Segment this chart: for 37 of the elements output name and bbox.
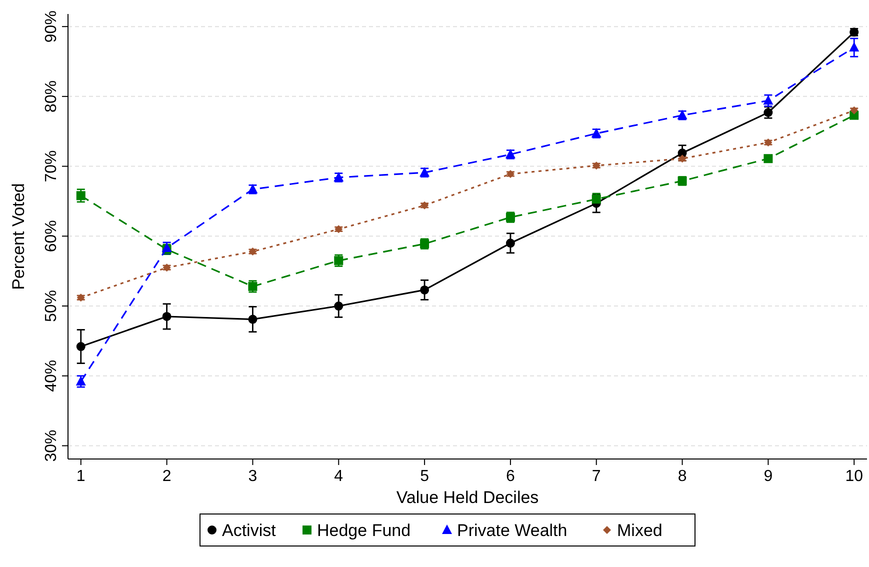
point [76,191,86,200]
point [506,238,515,248]
point [764,154,773,164]
x-tick-label: 1 [76,468,86,485]
x-tick-label: 2 [162,468,172,485]
x-tick-label: 7 [592,468,601,485]
point [76,376,86,386]
y-tick-label: 40% [43,360,60,392]
point [849,42,860,52]
point [248,282,258,291]
point [420,285,430,294]
x-tick-label: 9 [764,468,773,485]
legend-label: Activist [222,521,276,540]
x-tick-label: 4 [334,468,344,485]
point [334,302,344,311]
legend-label: Private Wealth [457,521,568,540]
y-axis-title: Percent Voted [9,183,28,290]
y-tick-label: 90% [43,10,60,43]
point [76,342,86,352]
y-tick-label: 60% [43,220,60,252]
legend-label: Hedge Fund [317,521,411,540]
x-axis-title: Value Held Deciles [396,488,539,507]
y-tick-label: 70% [43,150,60,182]
legend-label: Mixed [617,521,662,540]
y-tick-label: 50% [43,290,60,322]
point [162,312,172,321]
x-tick-label: 6 [506,468,516,485]
x-tick-label: 10 [845,468,864,485]
x-tick-label: 5 [420,468,430,485]
x-tick-label: 8 [678,468,687,485]
y-tick-label: 80% [43,80,60,112]
point [248,314,258,324]
x-tick-label: 3 [248,468,258,485]
point [764,108,773,117]
y-tick-label: 30% [43,430,60,462]
point [763,95,774,105]
point [850,106,858,114]
